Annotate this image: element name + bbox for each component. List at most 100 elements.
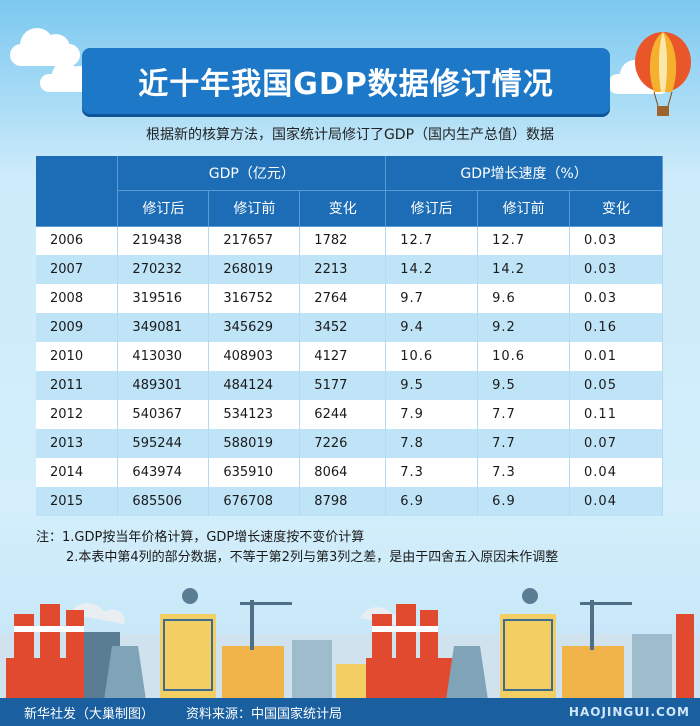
- year-cell: 2007: [36, 255, 119, 284]
- value-cell: 0.04: [569, 487, 663, 516]
- year-cell: 2006: [36, 226, 119, 255]
- gdp-revision-table: GDP（亿元） GDP增长速度（%） 修订后 修订前 变化 修订后 修订前 变化…: [36, 156, 663, 516]
- table-row: 2013 595244 588019 7226 7.8 7.7 0.07: [36, 429, 663, 458]
- value-cell: 534123: [208, 400, 301, 429]
- value-cell: 413030: [117, 342, 210, 371]
- table-row: 2009 349081 345629 3452 9.4 9.2 0.16: [36, 313, 663, 342]
- value-cell: 0.03: [569, 226, 663, 255]
- value-cell: 9.5: [385, 371, 479, 400]
- value-cell: 2213: [299, 255, 387, 284]
- value-cell: 6.9: [385, 487, 479, 516]
- column-header: 修订后: [385, 190, 479, 227]
- value-cell: 9.7: [385, 284, 479, 313]
- value-cell: 9.2: [477, 313, 571, 342]
- industrial-city-illustration: [0, 588, 700, 700]
- table-row: 2006 219438 217657 1782 12.7 12.7 0.03: [36, 226, 663, 255]
- table-row: 2014 643974 635910 8064 7.3 7.3 0.04: [36, 458, 663, 487]
- table-row: 2010 413030 408903 4127 10.6 10.6 0.01: [36, 342, 663, 371]
- value-cell: 0.05: [569, 371, 663, 400]
- note-line-1: 注：1.GDP按当年价格计算，GDP增长速度按不变价计算: [36, 530, 365, 545]
- hot-air-balloon-icon: [635, 32, 691, 116]
- value-cell: 0.07: [569, 429, 663, 458]
- value-cell: 0.04: [569, 458, 663, 487]
- value-cell: 643974: [117, 458, 210, 487]
- value-cell: 217657: [208, 226, 301, 255]
- title-banner: 近十年我国GDP数据修订情况: [82, 48, 610, 114]
- year-cell: 2009: [36, 313, 119, 342]
- value-cell: 588019: [208, 429, 301, 458]
- value-cell: 219438: [117, 226, 210, 255]
- value-cell: 10.6: [477, 342, 571, 371]
- growth-group-header: GDP增长速度（%）: [385, 156, 663, 191]
- value-cell: 7.9: [385, 400, 479, 429]
- cloud-decoration: [10, 28, 80, 66]
- value-cell: 595244: [117, 429, 210, 458]
- source-text: 资料来源：中国国家统计局: [186, 706, 343, 722]
- year-cell: 2015: [36, 487, 119, 516]
- value-cell: 9.6: [477, 284, 571, 313]
- value-cell: 0.16: [569, 313, 663, 342]
- table-row: 2012 540367 534123 6244 7.9 7.7 0.11: [36, 400, 663, 429]
- value-cell: 8798: [299, 487, 387, 516]
- year-cell: 2010: [36, 342, 119, 371]
- value-cell: 5177: [299, 371, 387, 400]
- value-cell: 1782: [299, 226, 387, 255]
- value-cell: 7.3: [477, 458, 571, 487]
- value-cell: 0.11: [569, 400, 663, 429]
- value-cell: 3452: [299, 313, 387, 342]
- value-cell: 4127: [299, 342, 387, 371]
- page-title: 近十年我国GDP数据修订情况: [138, 67, 554, 102]
- value-cell: 685506: [117, 487, 210, 516]
- value-cell: 270232: [117, 255, 210, 284]
- notes: 注：1.GDP按当年价格计算，GDP增长速度按不变价计算 2.本表中第4列的部分…: [36, 528, 676, 568]
- value-cell: 8064: [299, 458, 387, 487]
- value-cell: 9.4: [385, 313, 479, 342]
- column-header: 修订前: [208, 190, 301, 227]
- table-row: 2015 685506 676708 8798 6.9 6.9 0.04: [36, 487, 663, 516]
- value-cell: 484124: [208, 371, 301, 400]
- value-cell: 6244: [299, 400, 387, 429]
- watermark-text: HAOJINGUI.COM: [568, 705, 690, 719]
- value-cell: 345629: [208, 313, 301, 342]
- credit-text: 新华社发（大巢制图）: [24, 706, 155, 722]
- column-header: 修订前: [477, 190, 571, 227]
- value-cell: 10.6: [385, 342, 479, 371]
- gdp-table-container: GDP（亿元） GDP增长速度（%） 修订后 修订前 变化 修订后 修订前 变化…: [36, 156, 663, 516]
- column-header: 变化: [569, 190, 663, 227]
- gdp-group-header: GDP（亿元）: [117, 156, 387, 191]
- year-cell: 2014: [36, 458, 119, 487]
- value-cell: 540367: [117, 400, 210, 429]
- value-cell: 9.5: [477, 371, 571, 400]
- value-cell: 12.7: [385, 226, 479, 255]
- year-cell: 2011: [36, 371, 119, 400]
- year-cell: 2008: [36, 284, 119, 313]
- value-cell: 0.03: [569, 284, 663, 313]
- value-cell: 14.2: [385, 255, 479, 284]
- note-line-2: 2.本表中第4列的部分数据，不等于第2列与第3列之差，是由于四舍五入原因未作调整: [66, 550, 559, 565]
- column-header: 变化: [299, 190, 387, 227]
- value-cell: 268019: [208, 255, 301, 284]
- value-cell: 319516: [117, 284, 210, 313]
- year-header-cell: [36, 156, 119, 227]
- table-row: 2008 319516 316752 2764 9.7 9.6 0.03: [36, 284, 663, 313]
- value-cell: 7.7: [477, 400, 571, 429]
- value-cell: 316752: [208, 284, 301, 313]
- value-cell: 349081: [117, 313, 210, 342]
- table-row: 2007 270232 268019 2213 14.2 14.2 0.03: [36, 255, 663, 284]
- column-header: 修订后: [117, 190, 210, 227]
- value-cell: 6.9: [477, 487, 571, 516]
- value-cell: 2764: [299, 284, 387, 313]
- value-cell: 12.7: [477, 226, 571, 255]
- table-row: 2011 489301 484124 5177 9.5 9.5 0.05: [36, 371, 663, 400]
- value-cell: 635910: [208, 458, 301, 487]
- year-cell: 2012: [36, 400, 119, 429]
- value-cell: 7.3: [385, 458, 479, 487]
- value-cell: 14.2: [477, 255, 571, 284]
- value-cell: 408903: [208, 342, 301, 371]
- subtitle: 根据新的核算方法，国家统计局修订了GDP（国内生产总值）数据: [145, 127, 555, 143]
- value-cell: 0.01: [569, 342, 663, 371]
- value-cell: 0.03: [569, 255, 663, 284]
- footer-bar: 新华社发（大巢制图） 资料来源：中国国家统计局 HAOJINGUI.COM: [0, 698, 700, 726]
- year-cell: 2013: [36, 429, 119, 458]
- value-cell: 676708: [208, 487, 301, 516]
